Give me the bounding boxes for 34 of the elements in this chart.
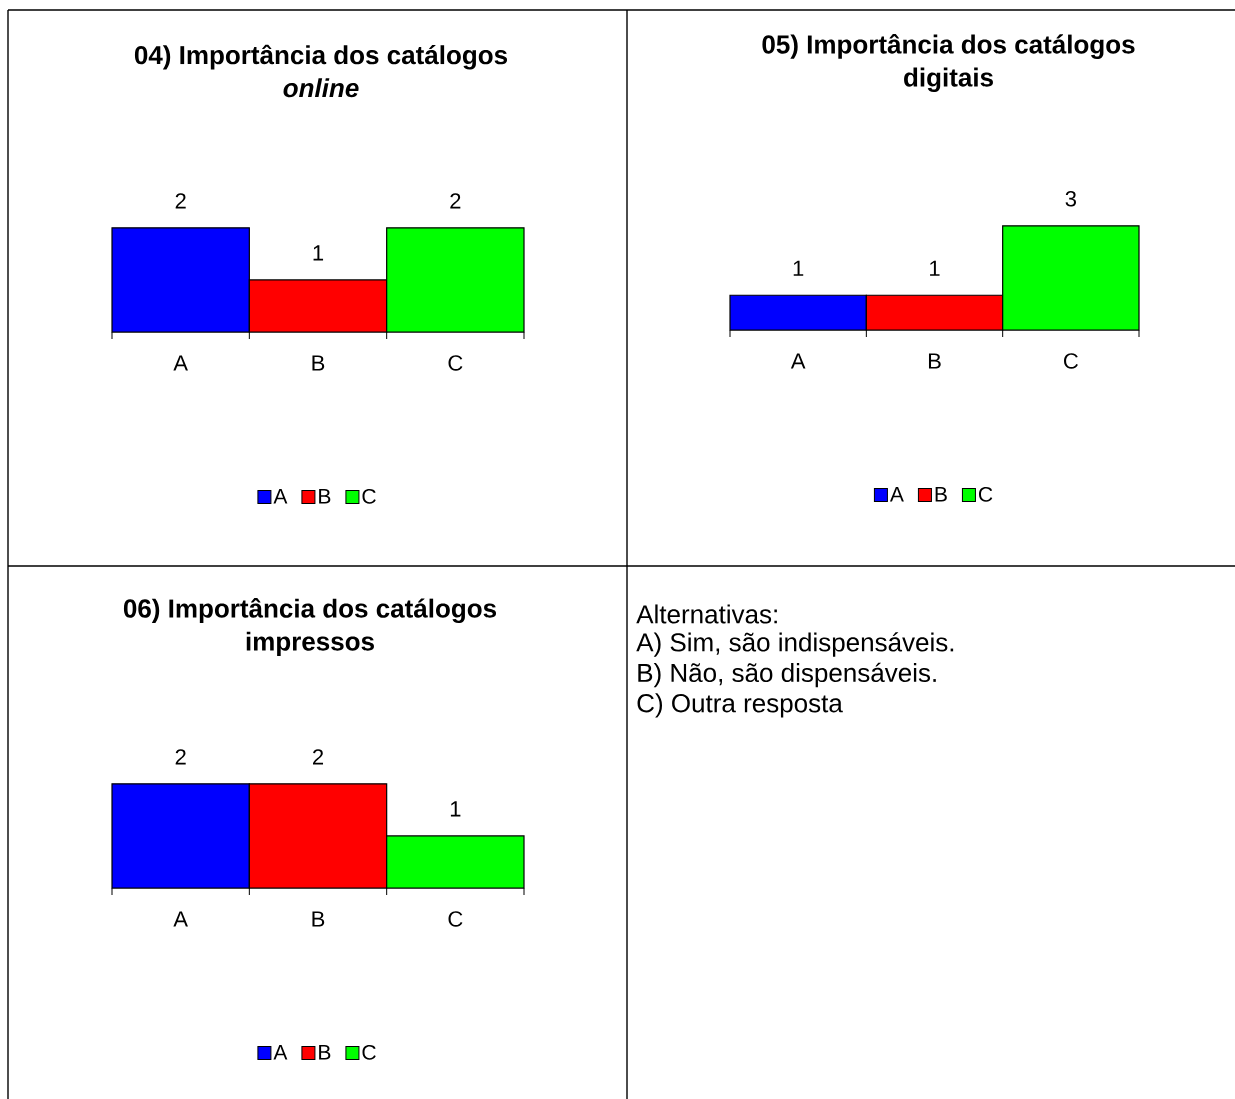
chart-title: 04) Importância dos catálogos online — [134, 44, 508, 98]
legend-label: B — [319, 1045, 331, 1060]
legend-label: A — [273, 1045, 288, 1060]
text: B) Não, são dispensáveis. — [638, 662, 936, 688]
x-tick-label: B — [928, 353, 941, 369]
x-tick-label: A — [173, 355, 188, 371]
chart-title: 05) Importância dos catálogos digitais — [762, 34, 1135, 92]
data-label: 1 — [930, 260, 940, 276]
legend-label: C — [362, 488, 376, 504]
legend-label: C — [362, 1044, 376, 1060]
data-label: 1 — [793, 260, 804, 276]
data-label: 1 — [450, 801, 461, 817]
x-tick-label: A — [790, 353, 806, 369]
text: Alternativas: — [636, 604, 777, 624]
legend-label: A — [889, 487, 904, 502]
x-tick-label: C — [448, 911, 463, 927]
data-label: 1 — [313, 245, 324, 261]
legend-label: A — [273, 489, 288, 504]
text: A) Sim, são indispensáveis. — [636, 632, 954, 657]
legend-label: C — [979, 486, 993, 502]
x-tick-label: B — [312, 911, 325, 927]
data-label: 2 — [450, 193, 461, 209]
x-tick-label: B — [312, 355, 325, 371]
x-tick-label: C — [1064, 353, 1078, 369]
legend-label: B — [319, 489, 331, 504]
chart-title: 06) Importância dos catálogos impressos — [123, 598, 497, 656]
data-label: 3 — [1065, 191, 1076, 207]
data-label: 2 — [313, 749, 324, 765]
x-tick-label: A — [173, 911, 188, 927]
data-label: 2 — [175, 749, 186, 765]
legend-label: B — [935, 487, 947, 502]
data-label: 2 — [175, 193, 186, 209]
text: C) Outra resposta — [637, 693, 843, 718]
x-tick-label: C — [448, 355, 463, 371]
